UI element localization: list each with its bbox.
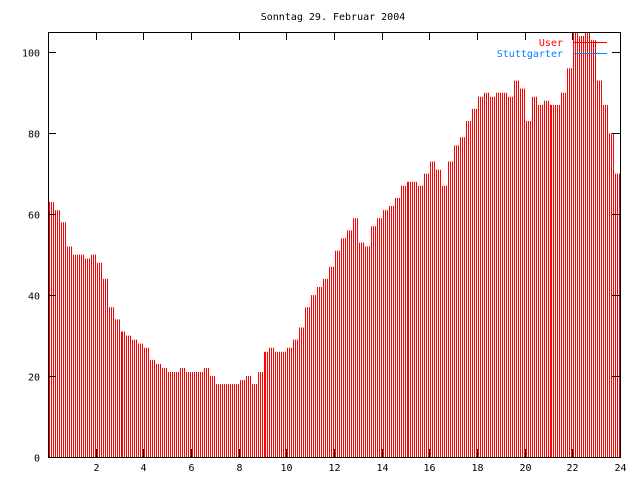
x-tick-label: 14 [376,463,388,474]
legend-label-user: User [539,38,563,49]
x-tick-label: 22 [566,463,578,474]
x-tick-label: 24 [614,463,626,474]
x-tick-label: 6 [188,463,194,474]
bars [49,32,620,457]
x-tick-label: 8 [236,463,242,474]
x-tick-label: 18 [471,463,483,474]
x-tick-label: 20 [519,463,531,474]
x-tick-label: 4 [140,463,146,474]
y-tick-label: 20 [28,373,40,384]
legend-label-stuttgarter: Stuttgarter [497,49,563,60]
y-tick-label: 80 [28,130,40,141]
x-tick-label: 2 [93,463,99,474]
legend: User Stuttgarter [497,38,607,60]
x-tick-label: 12 [328,463,340,474]
y-tick-label: 100 [22,49,40,60]
chart-title: Sonntag 29. Februar 2004 [261,12,406,23]
x-tick-label: 10 [280,463,292,474]
x-tick-label: 16 [423,463,435,474]
y-tick-label: 40 [28,292,40,303]
y-tick-label: 0 [34,454,40,465]
y-tick-label: 60 [28,211,40,222]
